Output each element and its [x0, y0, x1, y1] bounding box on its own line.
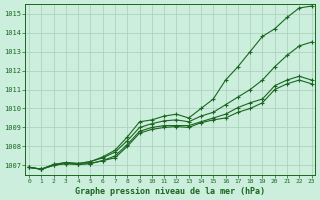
X-axis label: Graphe pression niveau de la mer (hPa): Graphe pression niveau de la mer (hPa): [75, 187, 265, 196]
